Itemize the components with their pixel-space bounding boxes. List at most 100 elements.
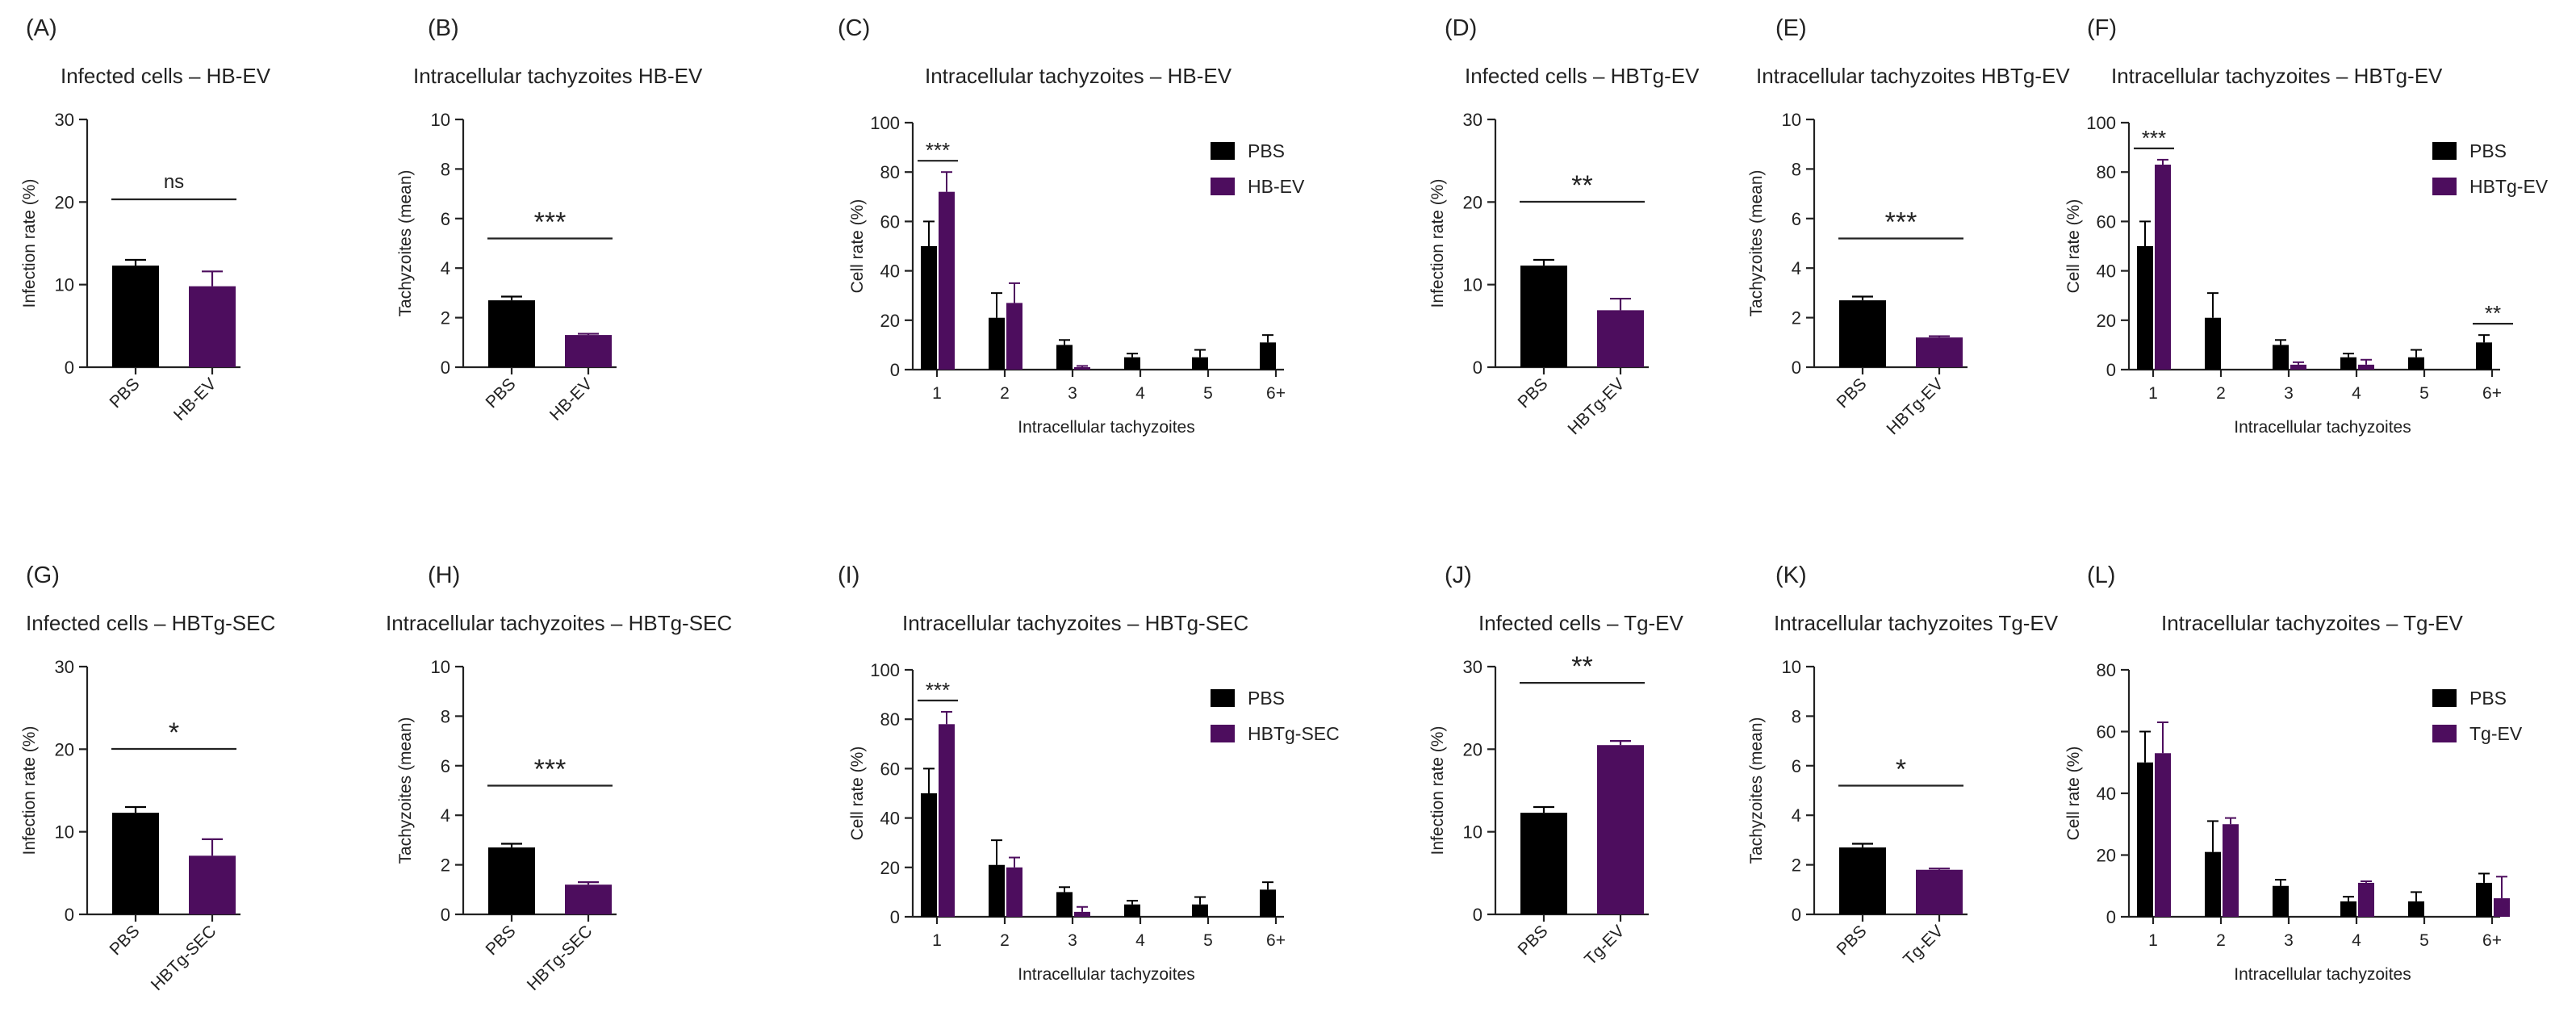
x-tick-label: 1 [932,384,942,403]
panel-letter: (D) [1445,15,1477,41]
bar-pbs-4 [2340,357,2356,370]
y-tick-label: 6 [1792,209,1801,229]
bar-pbs-3 [1056,892,1073,917]
panel-k: (K) Intracellular tachyzoites Tg-EV 0 2 4 6 8 1… [1747,563,2059,969]
x-tick-label: 1 [2148,384,2158,403]
y-axis-label: Tachyzoites (mean) [396,717,415,864]
y-tick-label: 20 [1463,192,1482,212]
x-tick-label: 4 [1135,384,1145,403]
bar-hbtg-sec [189,855,236,914]
y-axis-label: Cell rate (%) [2064,747,2083,841]
panel-title: Intracellular tachyzoites – HB-EV [925,64,1232,88]
bar-pbs-1 [921,793,937,917]
bar-pbs-3 [2273,885,2289,917]
y-axis-label: Cell rate (%) [2064,199,2083,294]
legend-swatch-ctrl [1211,142,1235,160]
y-axis-label: Cell rate (%) [848,199,867,294]
bar-hbtg-ev-1 [2155,165,2171,370]
y-tick-label: 2 [1792,855,1801,876]
y-tick-label: 30 [1463,657,1482,677]
y-axis-label: Tachyzoites (mean) [1747,169,1766,316]
panel-e: (E) Intracellular tachyzoites HBTg-EV 0 2 4 6… [1747,15,2070,438]
y-tick-label: 10 [55,822,74,843]
y-tick-label: 20 [55,192,74,212]
bar-pbs [488,300,535,367]
significance-label: * [169,717,179,748]
panel-letter: (A) [26,15,57,41]
bar-pbs [112,266,159,367]
y-tick-label: 100 [870,113,900,133]
legend-label: PBS [2469,140,2507,161]
y-tick-label: 80 [880,162,900,182]
panel-letter: (G) [26,563,60,588]
legend-label: PBS [1248,688,1285,709]
y-axis-label: Tachyzoites (mean) [396,169,415,316]
bar-pbs [1520,813,1567,914]
significance-label: ** [1571,651,1592,682]
bar-hb-ev-3 [1074,366,1090,370]
x-tick-label: 1 [2148,931,2158,950]
y-axis-label: Infection rate (%) [20,179,39,308]
x-tick-label: PBS [1834,922,1871,959]
y-tick-label: 20 [2097,846,2116,866]
bar-hbtg-ev [1597,310,1644,367]
x-tick-label: 6+ [2482,931,2502,950]
panel-title: Intracellular tachyzoites – HBTg-SEC [902,611,1248,635]
bar-pbs [112,813,159,914]
bar-pbs [1839,300,1886,367]
legend-swatch-trt [1211,725,1235,742]
panel-letter: (H) [428,563,460,588]
legend-label: Tg-EV [2469,723,2523,744]
y-tick-label: 0 [890,360,900,380]
y-tick-label: 8 [441,706,450,726]
panel-b: (B) Intracellular tachyzoites HB-EV 0 2 4 6 8 1… [396,15,703,424]
significance-label: * [1896,755,1906,785]
bar-pbs-5 [1192,357,1208,370]
y-tick-label: 20 [55,739,74,759]
y-tick-label: 30 [55,110,74,130]
x-tick-label: 2 [2216,384,2226,403]
panel-i: (I) Intracellular tachyzoites – HBTg-SEC 0… [838,563,1340,984]
panel-letter: (F) [2087,15,2117,41]
y-tick-label: 40 [880,261,900,282]
x-tick-label: 2 [1000,931,1010,950]
x-tick-label: 5 [1203,384,1213,403]
bar-pbs-3 [2273,345,2289,370]
y-axis-label: Tachyzoites (mean) [1747,717,1766,864]
legend-swatch-trt [1211,178,1235,195]
x-tick-label: 3 [2284,384,2294,403]
bar-tg-ev-1 [2155,753,2171,917]
significance-label: *** [1885,207,1917,238]
bar-pbs-1 [2137,762,2153,917]
legend-label: HBTg-EV [2469,176,2549,197]
bar-pbs-4 [1124,904,1140,917]
x-tick-label: PBS [483,922,520,959]
y-tick-label: 0 [1473,358,1482,378]
y-tick-label: 10 [431,657,450,677]
bar-pbs-6+ [1260,342,1276,370]
legend-swatch-ctrl [1211,689,1235,707]
bar-pbs-6+ [2476,342,2492,370]
y-tick-label: 4 [441,805,450,826]
y-tick-label: 6 [441,756,450,776]
y-tick-label: 2 [1792,308,1801,328]
y-axis-label: Infection rate (%) [20,726,39,855]
bar-pbs-2 [2205,317,2221,370]
legend-label: PBS [2469,688,2507,709]
x-tick-label: HBTg-EV [1884,374,1947,438]
bar-hbtg-sec-1 [939,724,955,917]
y-tick-label: 0 [2106,907,2116,927]
panel-title: Infected cells – HBTg-SEC [26,611,275,635]
bar-pbs-3 [1056,345,1073,370]
legend-swatch-ctrl [2432,142,2457,160]
x-axis-label: Intracellular tachyzoites [1018,418,1194,437]
y-tick-label: 2 [441,855,450,876]
panel-title: Infected cells – HB-EV [61,64,271,88]
y-tick-label: 0 [441,905,450,925]
panel-g: (G) Infected cells – HBTg-SEC 0 10 20 30 Infec… [20,563,275,994]
x-tick-label: 3 [2284,931,2294,950]
panel-h: (H) Intracellular tachyzoites – HBTg-SEC 0… [386,563,732,994]
y-tick-label: 80 [2097,162,2116,182]
bar-hb-ev-1 [939,191,955,370]
bar-tg-ev-6+ [2494,898,2510,917]
